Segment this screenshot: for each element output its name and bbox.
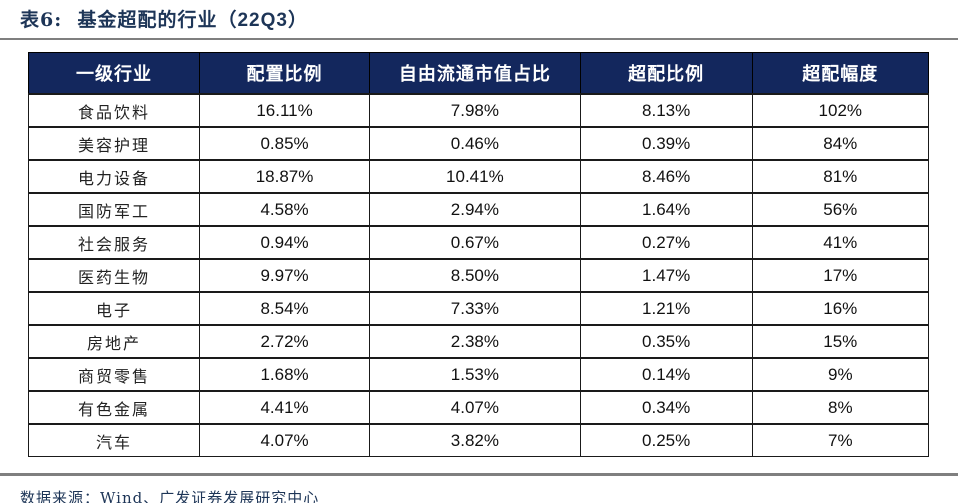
value-cell: 15% [751,324,930,359]
column-header-free-float-cap-share: 自由流通市值占比 [369,52,581,95]
industry-cell: 医药生物 [28,258,200,293]
value-cell: 102% [751,93,930,128]
value-cell: 4.07% [369,390,581,425]
industry-cell: 社会服务 [28,225,200,260]
column-header-overweight-ratio: 超配比例 [579,52,753,95]
table-caption-label: 表6: [20,9,63,31]
value-cell: 7.33% [369,291,581,326]
table-row: 房地产 2.72% 2.38% 0.35% 15% [28,324,930,359]
value-cell: 0.67% [369,225,581,260]
industry-cell: 有色金属 [28,390,200,425]
value-cell: 9.97% [198,258,371,293]
value-cell: 7% [751,423,930,457]
data-source: 数据来源：Wind、广发证券发展研究中心 [20,489,320,503]
table-body: 食品饮料 16.11% 7.98% 8.13% 102% 美容护理 0.85% 0.46% 0.… [28,93,930,457]
value-cell: 81% [751,159,930,194]
table-row: 电力设备 18.87% 10.41% 8.46% 81% [28,159,930,194]
industry-cell: 电子 [28,291,200,326]
value-cell: 0.85% [198,126,371,161]
table-row: 美容护理 0.85% 0.46% 0.39% 84% [28,126,930,161]
value-cell: 1.64% [579,192,753,227]
value-cell: 0.27% [579,225,753,260]
value-cell: 0.34% [579,390,753,425]
value-cell: 2.94% [369,192,581,227]
table-row: 社会服务 0.94% 0.67% 0.27% 41% [28,225,930,260]
value-cell: 1.21% [579,291,753,326]
overweight-industries-table: 一级行业 配置比例 自由流通市值占比 超配比例 超配幅度 食品饮料 16.11% 7… [28,52,930,457]
table-row: 国防军工 4.58% 2.94% 1.64% 56% [28,192,930,227]
value-cell: 4.41% [198,390,371,425]
value-cell: 4.07% [198,423,371,457]
value-cell: 18.87% [198,159,371,194]
value-cell: 8.50% [369,258,581,293]
industry-cell: 房地产 [28,324,200,359]
industry-cell: 国防军工 [28,192,200,227]
value-cell: 0.94% [198,225,371,260]
value-cell: 56% [751,192,930,227]
value-cell: 4.58% [198,192,371,227]
industry-cell: 食品饮料 [28,93,200,128]
industry-cell: 美容护理 [28,126,200,161]
value-cell: 0.35% [579,324,753,359]
value-cell: 8.46% [579,159,753,194]
value-cell: 41% [751,225,930,260]
value-cell: 0.14% [579,357,753,392]
table-row: 电子 8.54% 7.33% 1.21% 16% [28,291,930,326]
value-cell: 9% [751,357,930,392]
value-cell: 2.38% [369,324,581,359]
value-cell: 0.46% [369,126,581,161]
caption-underline [0,38,958,40]
value-cell: 10.41% [369,159,581,194]
value-cell: 0.39% [579,126,753,161]
value-cell: 8.54% [198,291,371,326]
column-header-overweight-magnitude: 超配幅度 [751,52,930,95]
column-header-industry: 一级行业 [28,52,200,95]
table-header-row: 一级行业 配置比例 自由流通市值占比 超配比例 超配幅度 [28,52,930,95]
table-row: 医药生物 9.97% 8.50% 1.47% 17% [28,258,930,293]
table-row: 食品饮料 16.11% 7.98% 8.13% 102% [28,93,930,128]
table-caption-paren: ） [287,9,308,31]
value-cell: 17% [751,258,930,293]
value-cell: 16.11% [198,93,371,128]
value-cell: 1.68% [198,357,371,392]
column-header-allocation-ratio: 配置比例 [198,52,371,95]
value-cell: 8% [751,390,930,425]
footer-divider [0,473,958,476]
industry-cell: 电力设备 [28,159,200,194]
table-row: 汽车 4.07% 3.82% 0.25% 7% [28,423,930,457]
value-cell: 2.72% [198,324,371,359]
industry-cell: 汽车 [28,423,200,457]
value-cell: 7.98% [369,93,581,128]
value-cell: 1.53% [369,357,581,392]
value-cell: 1.47% [579,258,753,293]
table-caption-text: 基金超配的行业（ [77,9,238,31]
industry-cell: 商贸零售 [28,357,200,392]
value-cell: 16% [751,291,930,326]
value-cell: 84% [751,126,930,161]
table-row: 有色金属 4.41% 4.07% 0.34% 8% [28,390,930,425]
value-cell: 8.13% [579,93,753,128]
table-caption-quarter: 22Q3 [237,10,288,31]
table-row: 商贸零售 1.68% 1.53% 0.14% 9% [28,357,930,392]
value-cell: 3.82% [369,423,581,457]
table-caption: 表6: 基金超配的行业（22Q3） [0,0,958,38]
value-cell: 0.25% [579,423,753,457]
